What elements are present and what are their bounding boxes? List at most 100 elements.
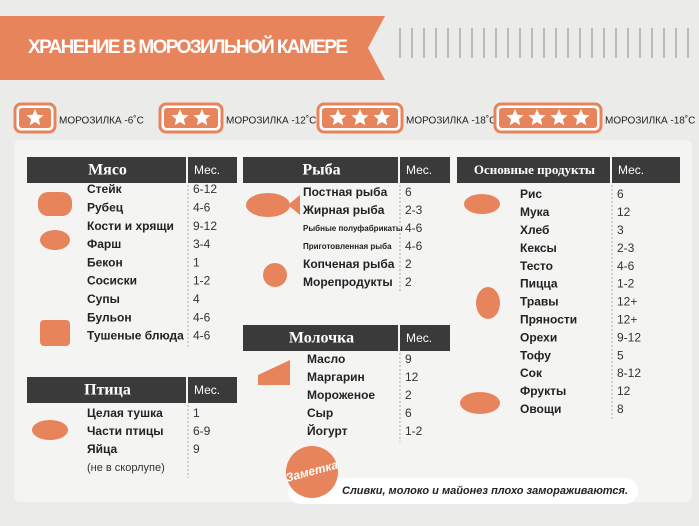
item-name: Хлеб [520, 223, 549, 237]
item-name: Части птицы [87, 424, 164, 438]
rating-label: МОРОЗИЛКА -6˚С [59, 115, 144, 127]
months-header: Мес. [406, 331, 432, 345]
section-title: Основные продукты [474, 162, 595, 177]
note-text: Сливки, молоко и майонез плохо заморажив… [342, 485, 628, 497]
item-months: 5 [617, 348, 624, 362]
item-months: 9-12 [617, 330, 641, 344]
item-name: Кексы [520, 241, 557, 255]
item-months: 1-2 [193, 274, 211, 288]
item-name: Мука [520, 205, 550, 219]
item-months: 12 [405, 370, 419, 384]
item-name: Рубец [87, 200, 124, 214]
item-months: 4 [193, 292, 200, 306]
item-months: 6 [617, 187, 624, 201]
item-name: Рис [520, 187, 542, 201]
months-header-bg [612, 157, 680, 183]
item-name: Тушеные блюда [87, 329, 184, 343]
item-name: Бекон [87, 255, 123, 269]
item-name: Приготовленная рыба [303, 242, 392, 251]
item-months: 4-6 [193, 200, 211, 214]
item-name: Йогурт [307, 423, 348, 438]
item-name: Стейк [87, 182, 123, 196]
item-months: 2 [405, 388, 412, 402]
item-months: 2 [405, 275, 412, 289]
star [550, 109, 568, 126]
decor [399, 28, 689, 58]
item-months: 8 [617, 402, 624, 416]
title-ribbon [0, 16, 385, 80]
item-months: 4-6 [193, 329, 211, 343]
item-months: 9 [405, 352, 412, 366]
item-name: Пряности [520, 312, 577, 326]
item-months: 6-9 [193, 424, 211, 438]
star [26, 109, 44, 126]
item-name: Фарш [87, 237, 121, 251]
item-months: 12+ [617, 295, 637, 309]
item-name: Травы [520, 295, 559, 309]
section-header [27, 157, 186, 183]
months-header-bg [400, 325, 450, 351]
title: ХРАНЕНИЕ В МОРОЗИЛЬНОЙ КАМЕРЕ [28, 36, 348, 58]
item-note: (не в скорлупе) [87, 462, 165, 474]
icons [32, 192, 500, 440]
panel [14, 140, 692, 502]
item-months: 12 [617, 205, 631, 219]
item-name: Супы [87, 292, 120, 306]
item-name: Рыбные полуфабрикаты [303, 224, 403, 233]
item-months: 9 [193, 442, 200, 456]
section-header [457, 157, 610, 183]
item-months: 6-12 [193, 182, 217, 196]
item-name: Сосиски [87, 274, 137, 288]
section-header [243, 325, 398, 351]
section-header [27, 377, 186, 403]
item-name: Тофу [520, 348, 551, 362]
rating-label: МОРОЗИЛКА -18˚С [605, 115, 695, 127]
section-title: Рыба [302, 162, 340, 179]
star [373, 109, 391, 126]
star [572, 109, 590, 126]
item-months: 1 [193, 255, 200, 269]
item-months: 1-2 [617, 277, 635, 291]
item-name: Масло [307, 352, 345, 366]
item-name: Целая тушка [87, 406, 163, 420]
months-header-bg [188, 377, 237, 403]
section-header [243, 157, 398, 183]
item-name: Овощи [520, 402, 561, 416]
item-months: 3-4 [193, 237, 211, 251]
section-title: Птица [84, 382, 131, 399]
star [171, 109, 189, 126]
note: Заметка Сливки, молоко и майонез плохо з… [284, 446, 638, 504]
item-months: 12+ [617, 312, 637, 326]
item-months: 12 [617, 384, 631, 398]
section-title: Молочка [289, 330, 354, 347]
item-months: 4-6 [405, 239, 423, 253]
months-header: Мес. [194, 383, 220, 397]
item-name: Фрукты [520, 384, 566, 398]
item-name: Постная рыба [303, 185, 388, 199]
item-name: Мороженое [307, 388, 375, 402]
rating-label: МОРОЗИЛКА -18˚С [406, 115, 496, 127]
months-header-bg [188, 157, 237, 183]
item-name: Тесто [520, 259, 553, 273]
rating-badge-inner [499, 108, 597, 128]
item-months: 6 [405, 406, 412, 420]
star [193, 109, 211, 126]
item-months: 2 [405, 257, 412, 271]
item-months: 3 [617, 223, 624, 237]
months-header: Мес. [618, 163, 644, 177]
item-name: Жирная рыба [302, 203, 385, 217]
rating-label: МОРОЗИЛКА -12˚С [226, 115, 316, 127]
item-name: Орехи [520, 330, 557, 344]
item-name: Кости и хрящи [87, 219, 174, 233]
months-header: Мес. [194, 163, 220, 177]
rating-badge-inner [164, 108, 218, 128]
item-months: 6 [405, 185, 412, 199]
item-name: Маргарин [307, 370, 365, 384]
months-header: Мес. [406, 163, 432, 177]
item-months: 4-6 [193, 310, 211, 324]
item-months: 1 [193, 406, 200, 420]
star [329, 109, 347, 126]
item-name: Копченая рыба [303, 257, 395, 271]
item-months: 9-12 [193, 219, 217, 233]
